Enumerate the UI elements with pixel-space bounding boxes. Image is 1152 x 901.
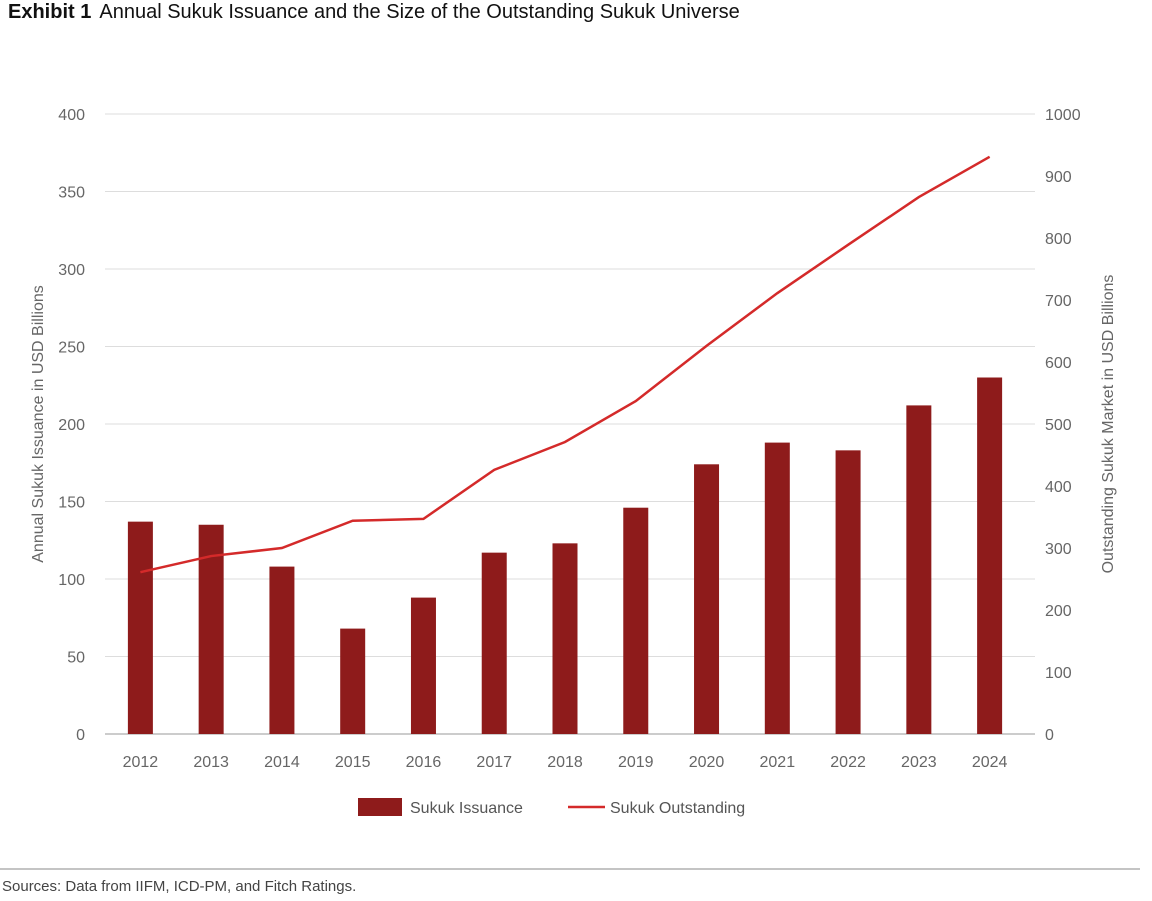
y2-axis-label: Outstanding Sukuk Market in USD Billions bbox=[1100, 275, 1117, 574]
x-tick-label: 2013 bbox=[193, 754, 229, 771]
x-tick-label: 2024 bbox=[972, 754, 1008, 771]
y-tick-label: 300 bbox=[58, 262, 85, 279]
bar-2014 bbox=[269, 567, 294, 734]
y2-tick-label: 500 bbox=[1045, 417, 1072, 434]
y-axis-label: Annual Sukuk Issuance in USD Billions bbox=[30, 285, 47, 562]
x-tick-label: 2019 bbox=[618, 754, 654, 771]
bar-2019 bbox=[623, 508, 648, 734]
y2-tick-label: 200 bbox=[1045, 603, 1072, 620]
bar-2012 bbox=[128, 522, 153, 734]
y2-tick-label: 800 bbox=[1045, 231, 1072, 248]
bar-2016 bbox=[411, 598, 436, 734]
legend-label-outstanding: Sukuk Outstanding bbox=[610, 800, 745, 817]
source-note: Sources: Data from IIFM, ICD-PM, and Fit… bbox=[2, 878, 356, 895]
y-tick-label: 50 bbox=[67, 650, 85, 667]
bar-2022 bbox=[836, 450, 861, 734]
y2-tick-label: 100 bbox=[1045, 665, 1072, 682]
y-tick-label: 150 bbox=[58, 495, 85, 512]
x-tick-label: 2018 bbox=[547, 754, 583, 771]
x-tick-label: 2021 bbox=[760, 754, 796, 771]
x-tick-label: 2016 bbox=[406, 754, 442, 771]
legend: Sukuk Issuance Sukuk Outstanding bbox=[358, 798, 745, 817]
y-tick-label: 200 bbox=[58, 417, 85, 434]
y2-tick-label: 600 bbox=[1045, 355, 1072, 372]
bar-2023 bbox=[906, 405, 931, 734]
x-tick-label: 2020 bbox=[689, 754, 725, 771]
y2-tick-label: 700 bbox=[1045, 293, 1072, 310]
line-sukuk-outstanding bbox=[140, 157, 989, 572]
y-tick-label: 100 bbox=[58, 572, 85, 589]
bar-2018 bbox=[553, 543, 578, 734]
legend-label-issuance: Sukuk Issuance bbox=[410, 800, 523, 817]
x-tick-label: 2012 bbox=[123, 754, 159, 771]
x-tick-label: 2014 bbox=[264, 754, 300, 771]
bar-2017 bbox=[482, 553, 507, 734]
exhibit-label: Exhibit 1 bbox=[8, 1, 91, 23]
chart-title: Exhibit 1 Annual Sukuk Issuance and the S… bbox=[8, 1, 740, 23]
bar-2024 bbox=[977, 378, 1002, 735]
bar-2020 bbox=[694, 464, 719, 734]
y2-tick-label: 300 bbox=[1045, 541, 1072, 558]
y-tick-label: 0 bbox=[76, 727, 85, 744]
bar-2021 bbox=[765, 443, 790, 734]
x-tick-label: 2023 bbox=[901, 754, 937, 771]
legend-swatch-issuance bbox=[358, 798, 402, 816]
title-text: Annual Sukuk Issuance and the Size of th… bbox=[99, 1, 739, 23]
y-tick-label: 350 bbox=[58, 185, 85, 202]
y2-tick-label: 400 bbox=[1045, 479, 1072, 496]
y2-tick-label: 0 bbox=[1045, 727, 1054, 744]
y2-tick-label: 900 bbox=[1045, 169, 1072, 186]
bar-2015 bbox=[340, 629, 365, 734]
y-tick-label: 250 bbox=[58, 340, 85, 357]
x-tick-label: 2022 bbox=[830, 754, 866, 771]
x-tick-label: 2017 bbox=[476, 754, 512, 771]
x-tick-label: 2015 bbox=[335, 754, 371, 771]
y2-tick-label: 1000 bbox=[1045, 107, 1081, 124]
y-tick-label: 400 bbox=[58, 107, 85, 124]
